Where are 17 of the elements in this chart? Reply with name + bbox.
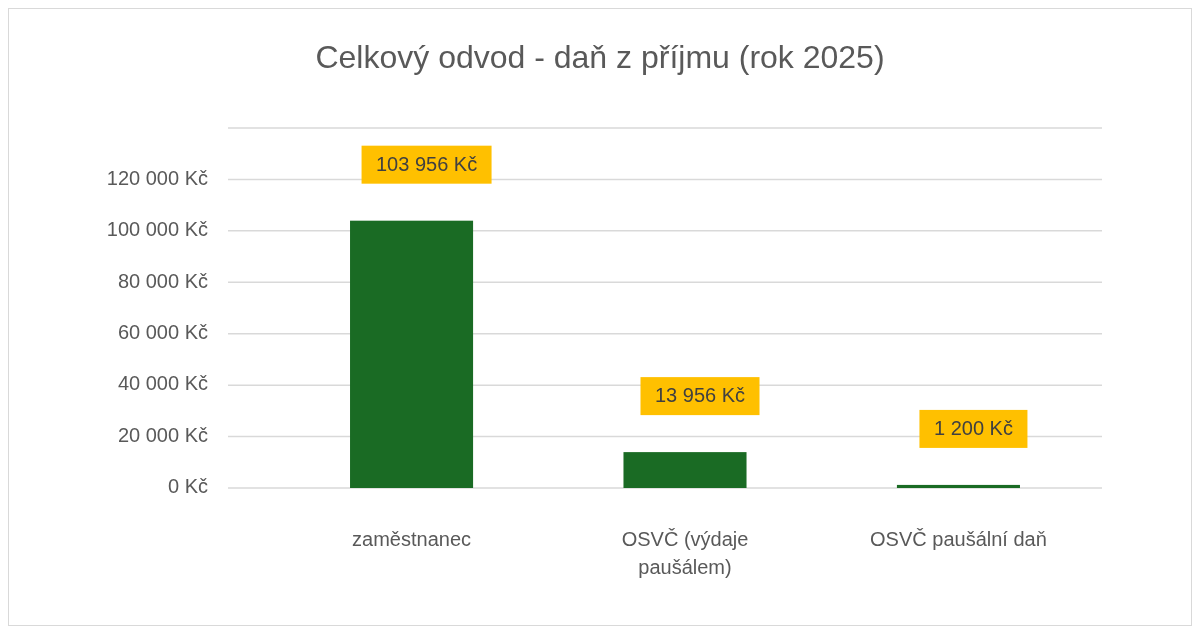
data-label: 103 956 Kč	[375, 152, 478, 175]
y-tick-label: 40 000 Kč	[117, 372, 208, 395]
x-tick-label: OSVČ paušální daň	[870, 528, 1047, 550]
y-tick-label: 20 000 Kč	[117, 423, 208, 446]
bar	[896, 484, 1020, 488]
chart-title: Celkový odvod - daň z příjmu (rok 2025)	[315, 39, 885, 75]
y-tick-label: 60 000 Kč	[117, 321, 208, 343]
x-tick-label: zaměstnanec	[352, 528, 472, 550]
y-tick-label: 80 000 Kč	[117, 269, 208, 292]
x-tick-label: OSVČ (výdaje paušálem)	[621, 528, 749, 578]
bar	[350, 220, 474, 488]
y-tick-label: 0 Kč	[167, 475, 208, 498]
bar	[623, 452, 747, 488]
y-tick-label: 120 000 Kč	[106, 166, 208, 189]
data-label: 13 956 Kč	[654, 384, 746, 407]
y-tick-label: 100 000 Kč	[106, 218, 208, 241]
data-label: 1 200 Kč	[933, 417, 1013, 440]
